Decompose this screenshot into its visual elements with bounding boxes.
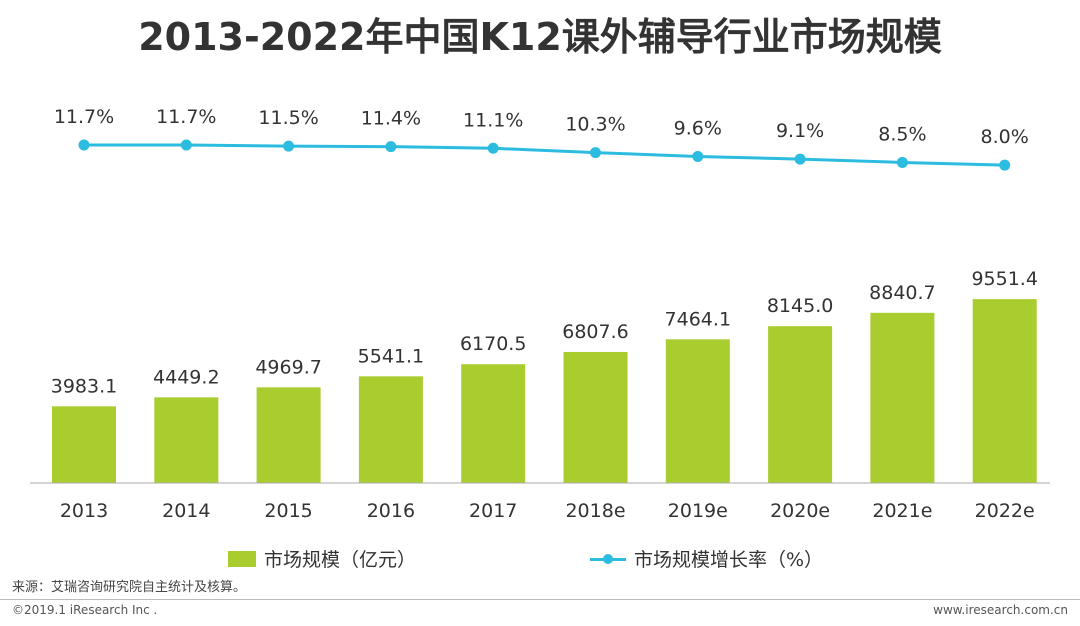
line-layer: 11.7% 11.7% 11.5% 11.4% 11.1% 10.3% 9.6% 9.1% 8.… [54, 106, 1029, 171]
x-tick-label: 2017 [469, 500, 517, 522]
bar [563, 351, 628, 483]
chart-area: 3983.1 4449.2 4969.7 5541.1 6170.5 6807.6 7464… [30, 106, 1050, 522]
growth-value-label: 8.0% [981, 126, 1029, 148]
bar [461, 364, 526, 483]
bar-value-label: 7464.1 [665, 308, 731, 330]
growth-point [283, 140, 295, 152]
growth-value-label: 9.6% [674, 117, 722, 139]
bar [154, 397, 219, 483]
growth-line [84, 143, 1005, 167]
x-tick-label: 2016 [367, 500, 415, 522]
x-tick-label: 2015 [264, 500, 312, 522]
bar-value-label: 4969.7 [255, 356, 321, 378]
bar [870, 312, 935, 483]
growth-value-label: 11.7% [156, 106, 216, 128]
bar [52, 406, 116, 483]
bar [972, 299, 1037, 483]
growth-point [590, 147, 601, 159]
bar [256, 387, 321, 483]
growth-value-label: 11.5% [258, 107, 318, 129]
x-tick-label: 2021e [872, 500, 932, 522]
growth-value-label: 10.3% [565, 114, 625, 136]
growth-point [385, 141, 397, 153]
x-tick-label: 2022e [975, 500, 1035, 522]
legend-item-line: 市场规模增长率（%） [590, 545, 823, 572]
growth-value-label: 11.1% [463, 109, 523, 131]
bar-value-label: 6807.6 [562, 321, 628, 343]
bar-value-label: 5541.1 [358, 345, 424, 367]
x-tick-label: 2013 [60, 500, 108, 522]
legend-line-label: 市场规模增长率（%） [634, 549, 824, 571]
growth-value-label: 8.5% [878, 123, 926, 145]
growth-value-label: 11.7% [54, 106, 114, 128]
bar-value-label: 8145.0 [767, 295, 833, 317]
x-tick-label: 2020e [770, 500, 830, 522]
growth-value-label: 11.4% [361, 108, 421, 130]
source-note: 来源：艾瑞咨询研究院自主统计及核算。 [12, 580, 247, 595]
growth-point [180, 139, 192, 151]
x-tick-label: 2019e [668, 500, 728, 522]
growth-point [78, 139, 90, 151]
bar-value-label: 4449.2 [153, 366, 219, 388]
bar-value-label: 8840.7 [869, 282, 935, 304]
bar [665, 339, 730, 483]
website-link[interactable]: www.iresearch.com.cn [933, 603, 1068, 617]
bar [358, 376, 423, 483]
legend-item-bar: 市场规模（亿元） [228, 545, 416, 572]
growth-point [999, 159, 1011, 171]
x-tick-label: 2014 [162, 500, 210, 522]
bar [768, 326, 833, 483]
legend-bar-label: 市场规模（亿元） [264, 549, 417, 571]
growth-point [692, 150, 704, 162]
bar-value-label: 6170.5 [460, 333, 526, 355]
copyright-text: ©2019.1 iResearch Inc . [12, 603, 158, 617]
legend-line-swatch [590, 551, 626, 567]
footer-divider [0, 599, 1080, 600]
bar-value-label: 9551.4 [971, 268, 1037, 290]
bars-layer: 3983.1 4449.2 4969.7 5541.1 6170.5 6807.6 7464… [51, 268, 1038, 483]
growth-point [896, 156, 908, 168]
x-tick-label: 2018e [565, 500, 625, 522]
x-axis: 2013 2014 2015 2016 2017 2018e 2019e 2020e 2021e… [30, 482, 1050, 522]
legend-bar-swatch [228, 550, 256, 567]
chart-title: 2013-2022年中国K12课外辅导行业市场规模 [138, 15, 942, 59]
growth-point [487, 142, 499, 154]
bar-value-label: 3983.1 [51, 375, 117, 397]
growth-point [794, 153, 806, 165]
growth-value-label: 9.1% [776, 120, 824, 142]
